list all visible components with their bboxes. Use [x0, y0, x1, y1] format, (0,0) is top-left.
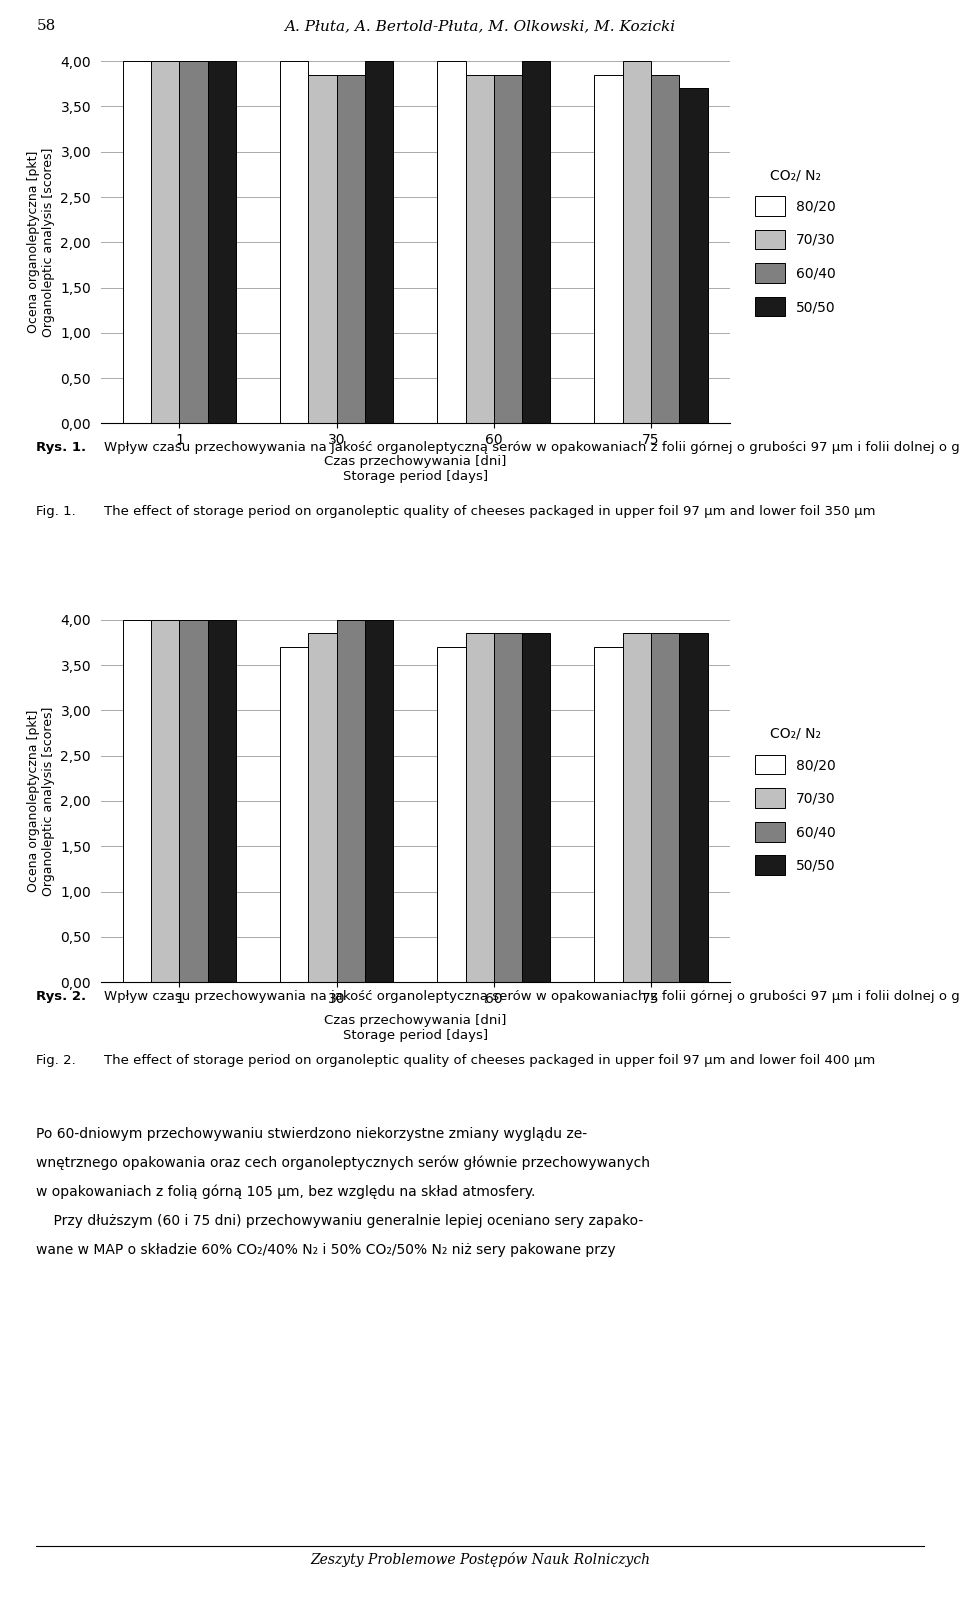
Bar — [680, 89, 708, 423]
Bar — [180, 620, 207, 982]
Text: The effect of storage period on organoleptic quality of cheeses packaged in uppe: The effect of storage period on organole… — [104, 506, 876, 518]
Y-axis label: Ocena organoleptyczna [pkt]
Organoleptic analysis [scores]: Ocena organoleptyczna [pkt] Organoleptic… — [27, 707, 55, 895]
Bar — [493, 633, 522, 982]
Text: Fig. 1.: Fig. 1. — [36, 506, 76, 518]
Bar — [123, 61, 151, 423]
Y-axis label: Ocena organoleptyczna [pkt]
Organoleptic analysis [scores]: Ocena organoleptyczna [pkt] Organoleptic… — [27, 148, 55, 336]
Bar — [466, 633, 493, 982]
X-axis label: Czas przechowywania [dni]
Storage period [days]: Czas przechowywania [dni] Storage period… — [324, 456, 506, 483]
Bar — [180, 61, 207, 423]
Bar — [308, 74, 337, 423]
Bar — [623, 633, 651, 982]
Bar — [365, 620, 394, 982]
Bar — [623, 61, 651, 423]
Text: 58: 58 — [36, 19, 56, 34]
Text: The effect of storage period on organoleptic quality of cheeses packaged in uppe: The effect of storage period on organole… — [104, 1055, 875, 1067]
Text: Przy dłuższym (60 i 75 dni) przechowywaniu generalnie lepiej oceniano sery zapak: Przy dłuższym (60 i 75 dni) przechowywan… — [36, 1214, 644, 1228]
Text: Wpływ czasu przechowywania na jakość organoleptyczną serów w opakowaniach z foli: Wpływ czasu przechowywania na jakość org… — [104, 990, 960, 1003]
Legend: 80/20, 70/30, 60/40, 50/50: 80/20, 70/30, 60/40, 50/50 — [749, 721, 842, 881]
Text: Rys. 2.: Rys. 2. — [36, 990, 86, 1003]
Bar — [123, 620, 151, 982]
Bar — [680, 633, 708, 982]
Bar — [437, 61, 466, 423]
Bar — [466, 74, 493, 423]
Bar — [207, 61, 236, 423]
Bar — [594, 647, 623, 982]
Bar — [207, 620, 236, 982]
Bar — [437, 647, 466, 982]
Bar — [365, 61, 394, 423]
Text: Rys. 1.: Rys. 1. — [36, 441, 86, 454]
Bar — [280, 61, 308, 423]
Bar — [651, 633, 680, 982]
Text: Po 60-dniowym przechowywaniu stwierdzono niekorzystne zmiany wyglądu ze-: Po 60-dniowym przechowywaniu stwierdzono… — [36, 1127, 588, 1141]
Text: A. Płuta, A. Bertold-Płuta, M. Olkowski, M. Kozicki: A. Płuta, A. Bertold-Płuta, M. Olkowski,… — [284, 19, 676, 34]
Bar — [308, 633, 337, 982]
X-axis label: Czas przechowywania [dni]
Storage period [days]: Czas przechowywania [dni] Storage period… — [324, 1014, 506, 1042]
Bar — [280, 647, 308, 982]
Bar — [651, 74, 680, 423]
Text: wane w MAP o składzie 60% CO₂/40% N₂ i 50% CO₂/50% N₂ niż sery pakowane przy: wane w MAP o składzie 60% CO₂/40% N₂ i 5… — [36, 1243, 616, 1257]
Bar — [151, 61, 180, 423]
Text: Zeszyty Problemowe Postępów Nauk Rolniczych: Zeszyty Problemowe Postępów Nauk Rolnicz… — [310, 1552, 650, 1567]
Legend: 80/20, 70/30, 60/40, 50/50: 80/20, 70/30, 60/40, 50/50 — [749, 163, 842, 322]
Bar — [151, 620, 180, 982]
Bar — [337, 620, 365, 982]
Bar — [493, 74, 522, 423]
Bar — [594, 74, 623, 423]
Text: wnętrznego opakowania oraz cech organoleptycznych serów głównie przechowywanych: wnętrznego opakowania oraz cech organole… — [36, 1156, 651, 1170]
Bar — [337, 74, 365, 423]
Bar — [522, 61, 550, 423]
Text: w opakowaniach z folią górną 105 μm, bez względu na skład atmosfery.: w opakowaniach z folią górną 105 μm, bez… — [36, 1185, 536, 1199]
Bar — [522, 633, 550, 982]
Text: Fig. 2.: Fig. 2. — [36, 1055, 76, 1067]
Text: Wpływ czasu przechowywania na jakość organoleptyczną serów w opakowaniach z foli: Wpływ czasu przechowywania na jakość org… — [104, 441, 960, 454]
